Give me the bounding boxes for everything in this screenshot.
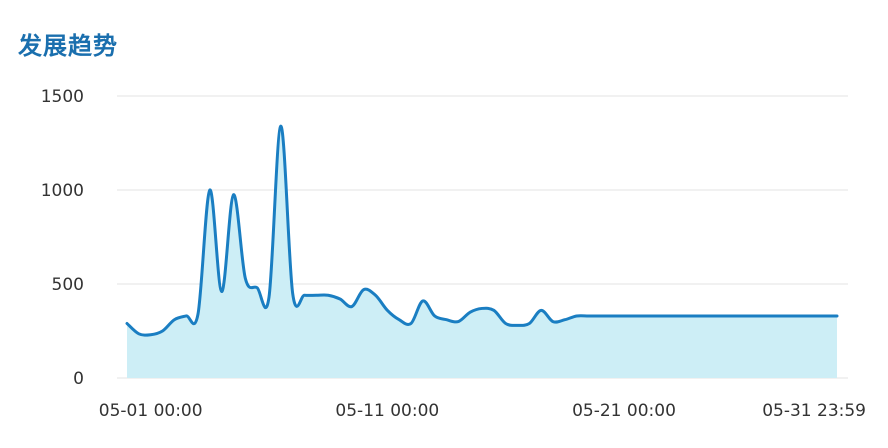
x-tick-label: 05-11 00:00 [335,401,439,421]
y-tick-label: 500 [52,275,84,295]
series-line-path [125,124,839,337]
x-axis-ticks: 05-01 00:00 05-11 00:00 05-21 00:00 05-31 2… [99,401,866,421]
x-tick-label: 05-21 00:00 [572,401,676,421]
x-tick-label: 05-31 23:59 [762,401,866,421]
chart-title: 发展趋势 [18,32,118,60]
area-fill [127,126,837,378]
x-tick-label: 05-01 00:00 [99,401,203,421]
y-tick-label: 0 [73,369,84,389]
y-tick-label: 1000 [41,181,84,201]
series-line [125,124,839,337]
y-tick-label: 1500 [41,87,84,107]
series-area [127,126,837,378]
y-axis-ticks: 0 500 1000 1500 [41,87,84,389]
